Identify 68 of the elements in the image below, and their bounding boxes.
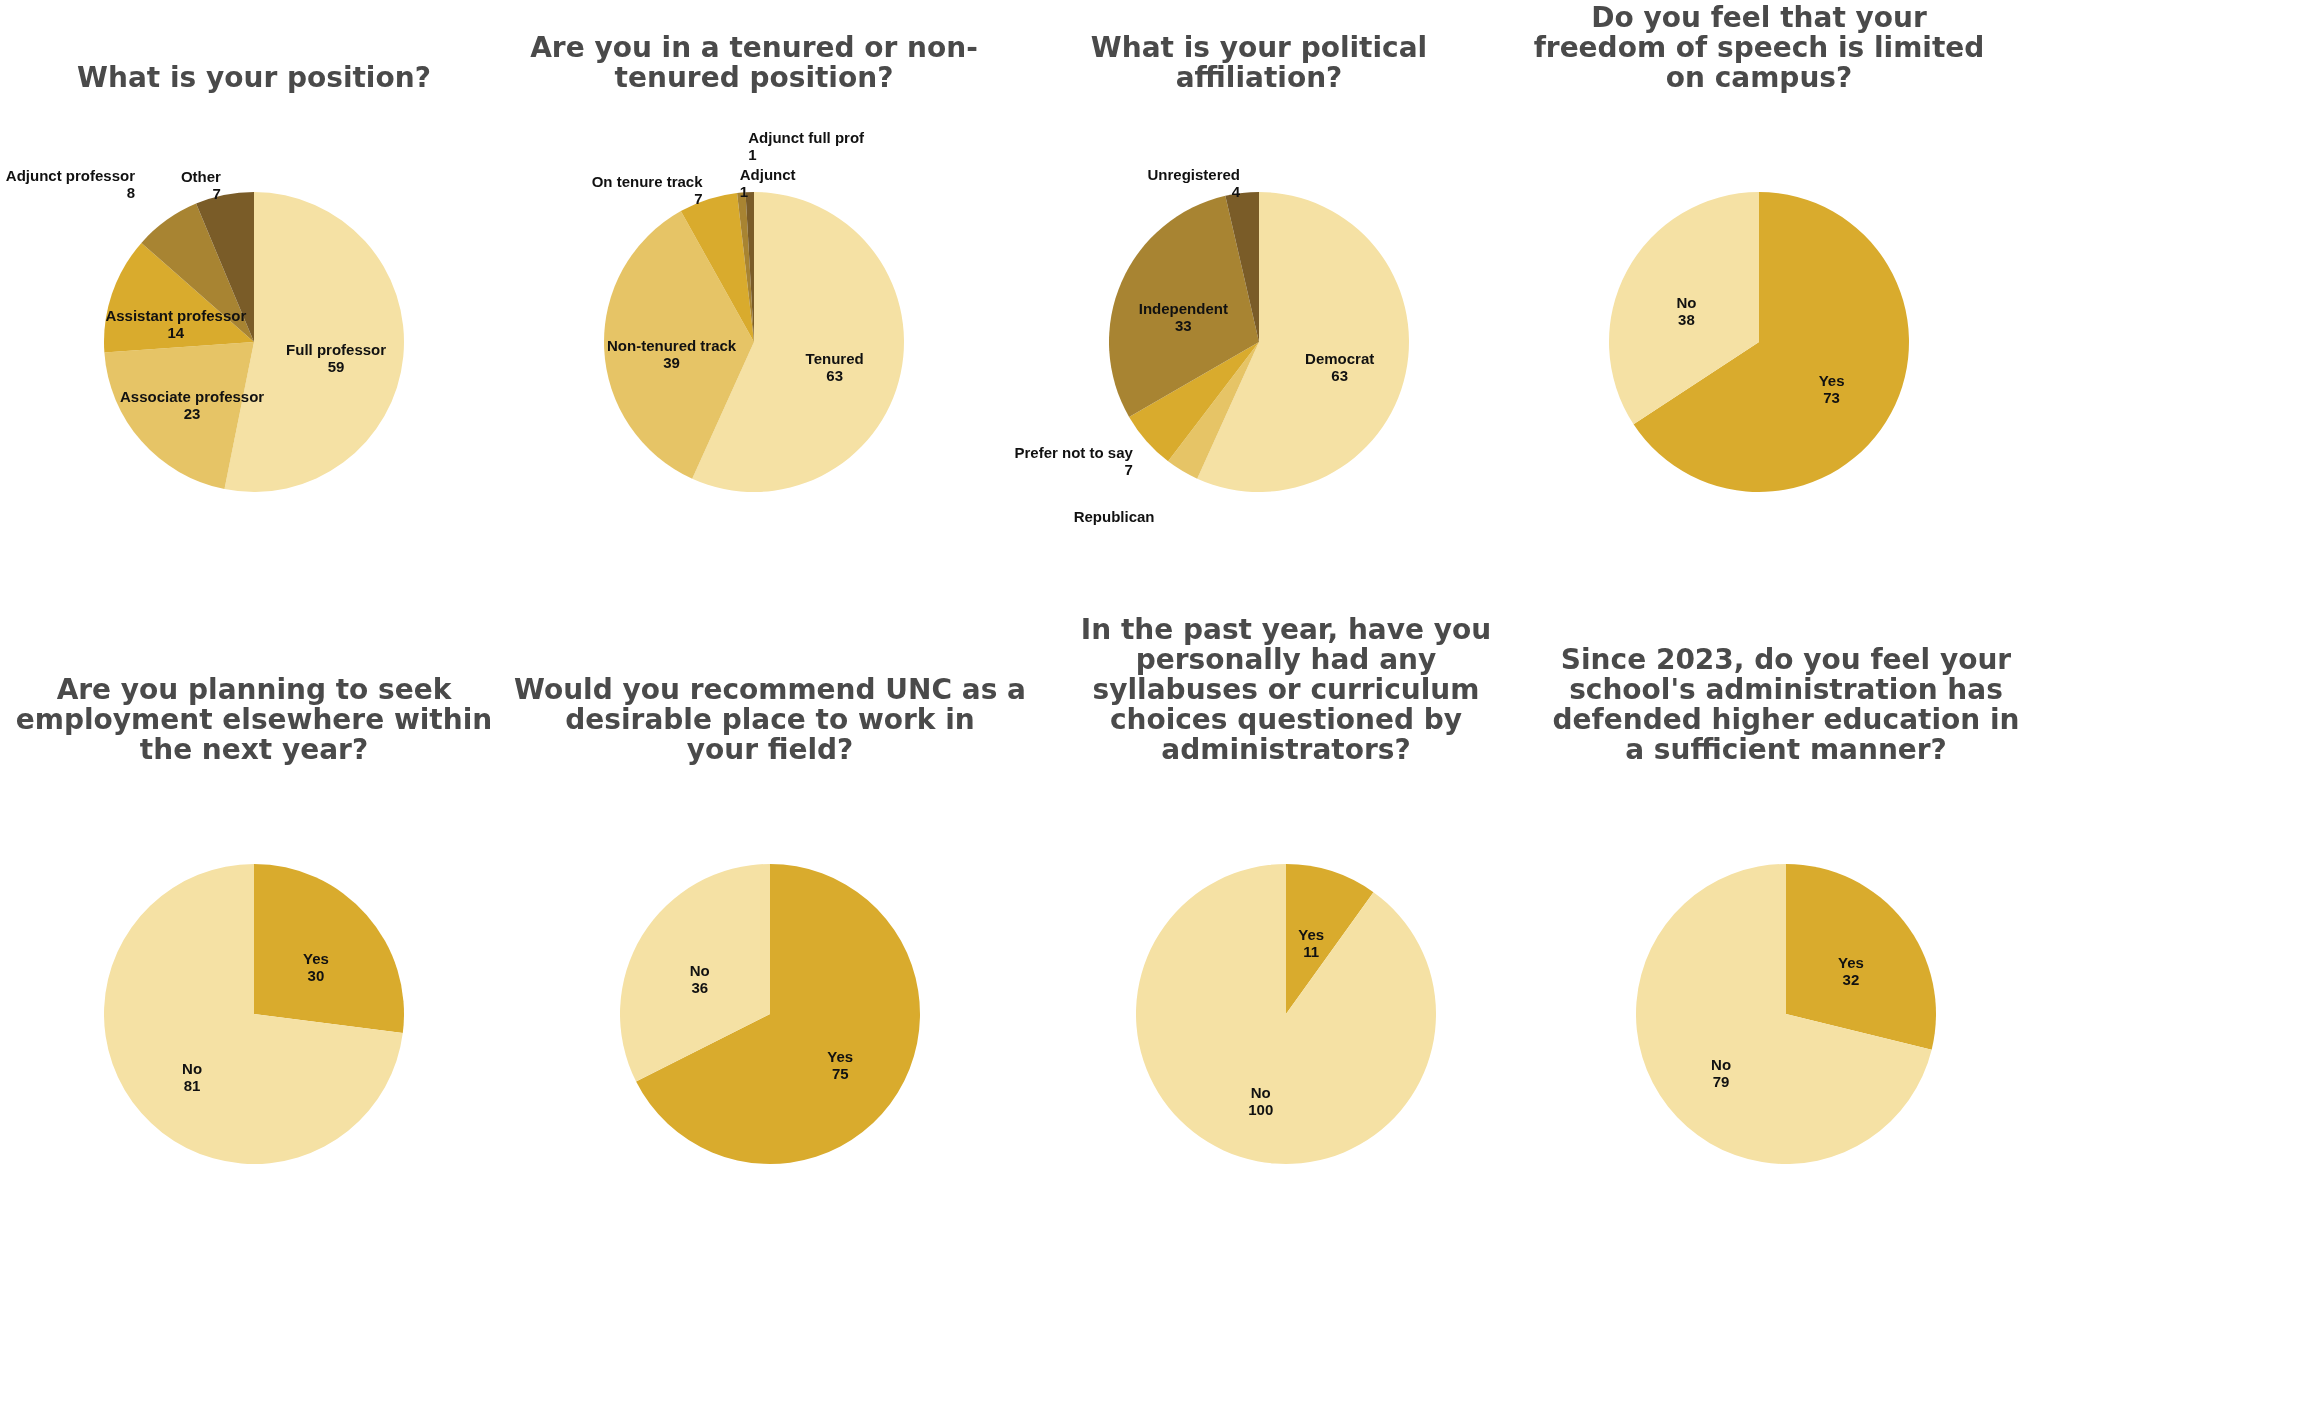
- chart-title: Are you planning to seek employment elsewhere within the next year?: [15, 673, 493, 766]
- chart-title: Do you feel that your freedom of speech is limited on campus?: [1533, 1, 1985, 94]
- data-label: 100: [1248, 1100, 1274, 1118]
- slice-label: Yes: [1837, 954, 1864, 972]
- pie-slice: [1633, 192, 1909, 492]
- data-label: 7: [694, 190, 703, 208]
- slice-label: Tenured: [805, 350, 864, 368]
- data-label: 8: [126, 184, 136, 202]
- pie-slice: [104, 242, 254, 353]
- data-label: 63: [1331, 367, 1348, 385]
- chart-title: Are you in a tenured or non-tenured position?: [530, 31, 978, 94]
- data-label: 32: [1842, 971, 1860, 989]
- slice-label: Assistant professor: [105, 306, 247, 324]
- slice-label: On tenure track: [591, 173, 704, 191]
- data-label: 7: [1124, 460, 1133, 478]
- slice-label: Associate professor: [119, 387, 265, 405]
- pie-slice: [254, 864, 404, 1034]
- pie-slice: [1168, 342, 1259, 479]
- slice-label: Republican: [1073, 508, 1155, 526]
- slice-label: Independent: [1138, 300, 1228, 318]
- slice-label: No: [689, 961, 710, 979]
- pie-slice: [636, 864, 920, 1164]
- data-label: 81: [183, 1076, 201, 1094]
- data-label: 63: [826, 367, 843, 385]
- slice-label: Non-tenured track: [606, 336, 737, 354]
- pie-slice: [604, 211, 754, 479]
- pie-slice: [1609, 192, 1759, 425]
- slice-label: Yes: [302, 950, 329, 968]
- slice-label: Adjunct professor: [5, 167, 136, 185]
- slice-label: Prefer not to say: [1014, 443, 1134, 461]
- data-label: 14: [167, 323, 185, 341]
- chart-title: Would you recommend UNC as a desirable place to work in your field?: [514, 673, 1026, 766]
- chart-title: Since 2023, do you feel your school's administration has defended higher education in a sufficient manner?: [1552, 643, 2020, 766]
- data-label: 1: [748, 146, 757, 164]
- data-label: 38: [1678, 310, 1695, 328]
- data-label: 73: [1823, 389, 1840, 407]
- slice-label: Yes: [827, 1048, 854, 1066]
- data-label: 36: [691, 978, 709, 996]
- chart-title: What is your position?: [77, 61, 431, 94]
- pie-slice: [620, 864, 770, 1082]
- slice-label: No: [1676, 293, 1697, 311]
- slice-label: No: [1711, 1055, 1732, 1073]
- pie-slice: [1786, 864, 1936, 1050]
- data-label: 33: [1175, 317, 1192, 335]
- data-label: 23: [183, 404, 201, 422]
- data-label: 30: [307, 967, 325, 985]
- pie-slice: [1136, 864, 1436, 1164]
- slice-label: No: [1250, 1083, 1271, 1101]
- slice-label: Yes: [1818, 372, 1845, 390]
- chart-title: What is your political affiliation?: [1090, 31, 1428, 94]
- slice-label: No: [182, 1059, 203, 1077]
- data-label: 75: [831, 1065, 849, 1083]
- slice-label: Yes: [1298, 926, 1325, 944]
- slice-label: Full professor: [286, 341, 387, 359]
- pie-slice: [1636, 864, 1932, 1164]
- data-label: 11: [1303, 943, 1320, 961]
- data-label: 79: [1712, 1072, 1730, 1090]
- pie-slice: [1286, 864, 1374, 1014]
- pie-slice: [104, 864, 403, 1164]
- slice-label: Adjunct full prof: [748, 129, 866, 147]
- slice-label: Adjunct: [739, 165, 796, 183]
- chart-title: In the past year, have you personally had any syllabuses or curriculum choices questioned by administrators?: [1080, 613, 1492, 766]
- slice-label: Unregistered: [1147, 166, 1241, 184]
- data-label: 39: [663, 353, 680, 371]
- data-label: 59: [327, 358, 345, 376]
- pie-slice: [1109, 195, 1259, 417]
- slice-label: Other: [180, 168, 222, 186]
- slice-label: Democrat: [1305, 350, 1375, 368]
